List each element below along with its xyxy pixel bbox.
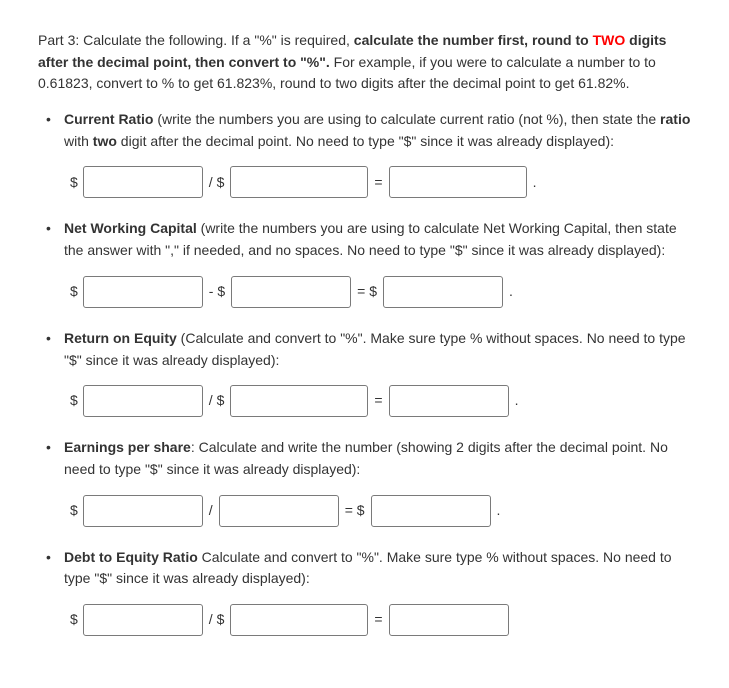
separator-text: . [511, 390, 523, 412]
intro-paragraph: Part 3: Calculate the following. If a "%… [38, 30, 691, 95]
item-text-fragment: (write the numbers you are using to calc… [153, 111, 660, 127]
input-row: $ / $ = [64, 604, 691, 636]
answer-input[interactable] [230, 604, 368, 636]
answer-input[interactable] [83, 276, 203, 308]
separator-text: . [493, 500, 505, 522]
question-item: Return on Equity (Calculate and convert … [54, 328, 691, 417]
answer-input[interactable] [389, 166, 527, 198]
currency-symbol: $ [70, 390, 81, 412]
answer-input[interactable] [231, 276, 351, 308]
answer-input[interactable] [83, 495, 203, 527]
item-title: Net Working Capital [64, 220, 197, 236]
question-item: Earnings per share: Calculate and write … [54, 437, 691, 526]
item-title: Earnings per share [64, 439, 191, 455]
separator-text: / $ [205, 172, 229, 194]
currency-symbol: $ [70, 609, 81, 631]
item-text-fragment: ratio [660, 111, 690, 127]
question-item: Debt to Equity Ratio Calculate and conve… [54, 547, 691, 636]
intro-text-1: Calculate the following. If a "%" is req… [83, 32, 354, 48]
item-description: Earnings per share: Calculate and write … [64, 437, 691, 480]
separator-text: = [370, 172, 386, 194]
separator-text: / $ [205, 390, 229, 412]
answer-input[interactable] [230, 385, 368, 417]
input-row: $ - $ = $. [64, 276, 691, 308]
item-title: Current Ratio [64, 111, 153, 127]
answer-input[interactable] [83, 166, 203, 198]
intro-bold-1: calculate the number first, round to [354, 32, 589, 48]
item-text-fragment: two [93, 133, 117, 149]
answer-input[interactable] [83, 604, 203, 636]
separator-text: . [529, 172, 541, 194]
items-list: Current Ratio (write the numbers you are… [38, 109, 691, 636]
input-row: $ / = $. [64, 495, 691, 527]
item-text-fragment: digit after the decimal point. No need t… [117, 133, 614, 149]
item-description: Current Ratio (write the numbers you are… [64, 109, 691, 152]
currency-symbol: $ [70, 500, 81, 522]
currency-symbol: $ [70, 172, 81, 194]
separator-text: / $ [205, 609, 229, 631]
separator-text: = $ [341, 500, 369, 522]
item-title: Return on Equity [64, 330, 177, 346]
answer-input[interactable] [83, 385, 203, 417]
separator-text: / [205, 500, 217, 522]
item-description: Return on Equity (Calculate and convert … [64, 328, 691, 371]
part-label: Part 3: [38, 32, 79, 48]
item-title: Debt to Equity Ratio [64, 549, 198, 565]
answer-input[interactable] [389, 604, 509, 636]
answer-input[interactable] [371, 495, 491, 527]
answer-input[interactable] [389, 385, 509, 417]
item-description: Debt to Equity Ratio Calculate and conve… [64, 547, 691, 590]
intro-red-two: TWO [593, 32, 630, 48]
separator-text: . [505, 281, 517, 303]
currency-symbol: $ [70, 281, 81, 303]
question-item: Current Ratio (write the numbers you are… [54, 109, 691, 198]
question-item: Net Working Capital (write the numbers y… [54, 218, 691, 307]
separator-text: = $ [353, 281, 381, 303]
input-row: $ / $ =. [64, 385, 691, 417]
separator-text: = [370, 390, 386, 412]
separator-text: - $ [205, 281, 229, 303]
answer-input[interactable] [219, 495, 339, 527]
separator-text: = [370, 609, 386, 631]
input-row: $ / $ =. [64, 166, 691, 198]
answer-input[interactable] [383, 276, 503, 308]
answer-input[interactable] [230, 166, 368, 198]
item-description: Net Working Capital (write the numbers y… [64, 218, 691, 261]
item-text-fragment: with [64, 133, 93, 149]
